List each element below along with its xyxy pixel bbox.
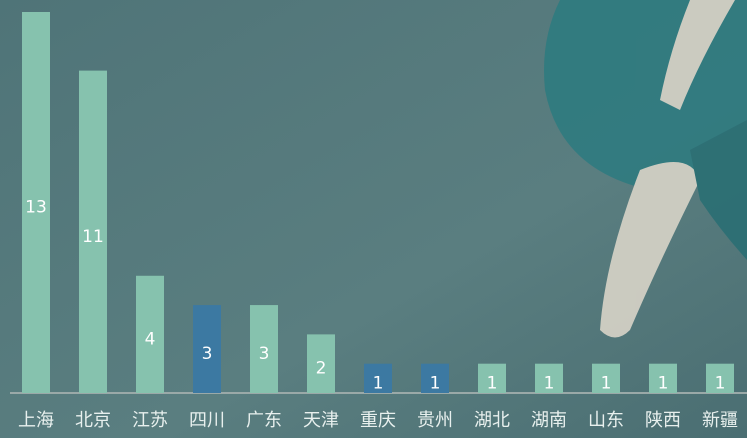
data-label: 1	[544, 373, 555, 393]
data-label: 1	[715, 373, 726, 393]
bar	[649, 363, 677, 393]
bar	[307, 334, 335, 393]
x-tick-label: 四川	[189, 410, 225, 431]
bar	[136, 275, 164, 393]
x-tick-label: 山东	[588, 410, 624, 431]
x-tick-label: 天津	[303, 410, 339, 431]
data-label: 3	[202, 344, 213, 364]
x-tick-label: 江苏	[132, 410, 168, 431]
data-label: 1	[430, 373, 441, 393]
bar	[364, 363, 392, 393]
bar	[478, 363, 506, 393]
data-label: 4	[145, 329, 156, 349]
data-label: 1	[487, 373, 498, 393]
data-label: 1	[601, 373, 612, 393]
x-tick-label: 贵州	[417, 410, 453, 431]
x-tick-label: 重庆	[360, 410, 396, 431]
bar	[193, 305, 221, 393]
data-label: 1	[373, 373, 384, 393]
bar	[706, 363, 734, 393]
data-label: 1	[658, 373, 669, 393]
x-tick-label: 新疆	[702, 410, 738, 431]
data-label: 3	[259, 344, 270, 364]
bar	[22, 12, 50, 393]
x-tick-label: 湖北	[474, 410, 510, 431]
x-tick-label: 湖南	[531, 410, 567, 431]
x-tick-label: 北京	[75, 410, 111, 431]
decoration	[544, 0, 747, 338]
x-tick-label: 上海	[18, 410, 54, 431]
data-label: 2	[316, 359, 327, 379]
data-label: 13	[25, 198, 47, 218]
data-label: 11	[82, 227, 104, 247]
bar	[421, 363, 449, 393]
x-tick-label: 陕西	[645, 410, 681, 431]
bar	[535, 363, 563, 393]
x-tick-label: 广东	[246, 410, 282, 431]
bar	[79, 70, 107, 393]
bar	[250, 305, 278, 393]
bar	[592, 363, 620, 393]
